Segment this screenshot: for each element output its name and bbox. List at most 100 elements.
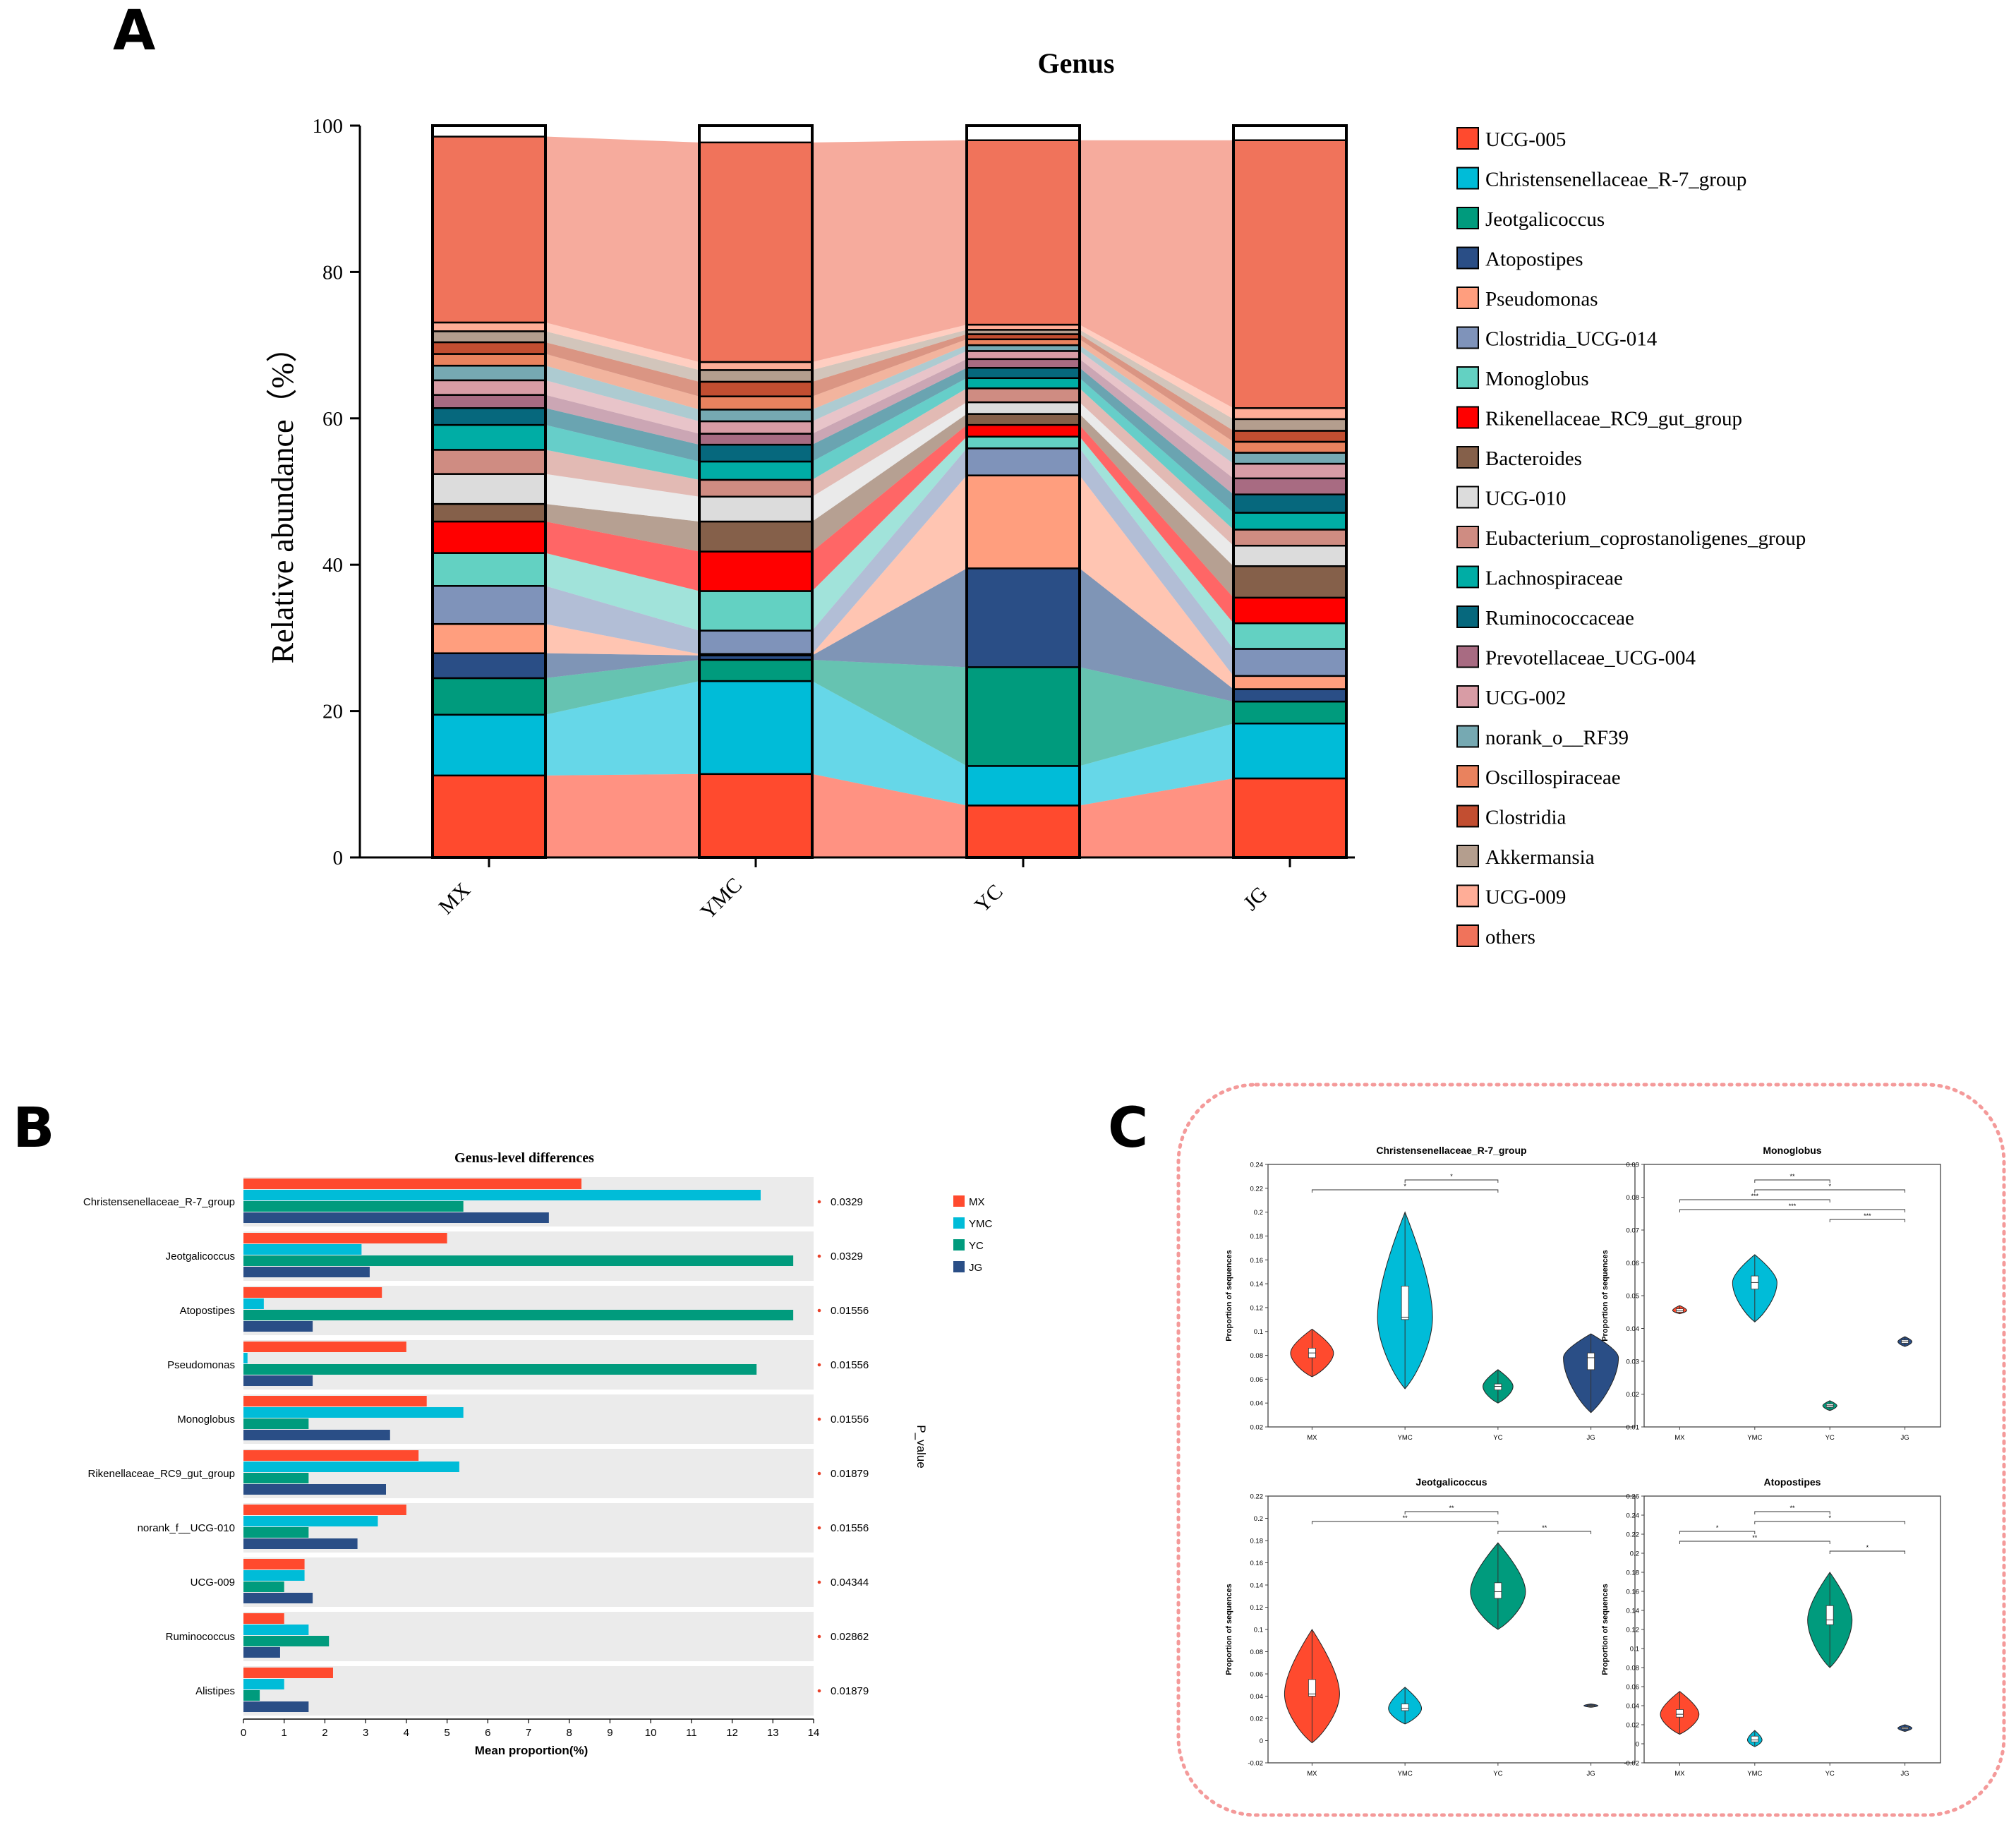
bar-yc (243, 1581, 284, 1592)
legend-label: Jeotgalicoccus (1485, 208, 1605, 231)
bar-mx (243, 1559, 305, 1569)
y-tick-label: 0.18 (1250, 1233, 1264, 1241)
y-tick-label: 80 (322, 261, 343, 284)
ribbon-others (812, 140, 967, 362)
bar-segment-ymc-ruminococcaceae (698, 443, 814, 463)
legend-label: norank_o__RF39 (1485, 727, 1629, 749)
ribbon-ucg-002 (545, 380, 699, 434)
bar-segment-yc-ucg-002 (965, 350, 1081, 361)
bar-mx (243, 1668, 333, 1678)
legend-label: JG (969, 1262, 982, 1274)
ribbon-monoglobus (812, 436, 967, 631)
x-tick-label: MX (435, 878, 476, 919)
bar-ymc (243, 1679, 284, 1689)
legend-swatch (1456, 167, 1479, 190)
legend-swatch (1456, 406, 1479, 429)
category-label: Atopostipes (180, 1305, 235, 1317)
bar-segment-ymc-monoglobus (698, 590, 814, 632)
row-background (243, 1557, 814, 1607)
bar-segment-jg-ruminococcaceae (1232, 493, 1348, 514)
bar-segment-jg-rikenellaceae-rc9-gut-group (1232, 596, 1348, 625)
bar-segment-jg-monoglobus (1232, 622, 1348, 650)
y-tick-label: 0.04 (1250, 1400, 1264, 1408)
x-tick-label: JG (1587, 1434, 1595, 1442)
bar-segment-yc-others (965, 139, 1081, 326)
y-tick-label: 0.06 (1626, 1684, 1640, 1692)
ribbon-pseudomonas (812, 475, 967, 656)
bar-mx (243, 1342, 406, 1352)
bar-segment-ymc-others (698, 141, 814, 363)
bar-segment-mx-others (431, 135, 547, 324)
ribbon-jeotgalicoccus (1080, 667, 1233, 766)
bar-segment-ymc-ucg-010 (698, 495, 814, 523)
y-tick-label: 0.2 (1630, 1550, 1639, 1558)
significance-label: * (1450, 1173, 1453, 1180)
category-label: norank_f__UCG-010 (138, 1522, 235, 1534)
bar-segment-ymc-jeotgalicoccus (698, 658, 814, 682)
legend-swatch (1456, 565, 1479, 589)
legend-label: Akkermansia (1485, 846, 1595, 869)
box (1494, 1383, 1502, 1390)
bar-segment-jg-clostridia (1232, 430, 1348, 443)
significance-label: *** (1789, 1203, 1797, 1210)
significance-bracket (1404, 1511, 1499, 1514)
x-tick-label: 1 (282, 1727, 287, 1739)
x-tick-label: 11 (686, 1727, 697, 1739)
legend-swatch (1456, 127, 1479, 150)
bar-yc (243, 1418, 309, 1429)
ribbon-ruminococcaceae (1080, 368, 1233, 513)
y-tick-label: 0.1 (1630, 1646, 1639, 1653)
category-label: Alistipes (195, 1685, 235, 1697)
x-tick-label: 10 (645, 1727, 657, 1739)
y-tick-label: 0 (1260, 1737, 1263, 1745)
y-tick-label: -0.02 (1624, 1760, 1639, 1768)
bar-ymc (243, 1625, 309, 1635)
panel-a-legend: UCG-005 Christensenellaceae_R-7_group Jeot… (1456, 127, 1806, 948)
panel-b-letter: B (13, 1097, 54, 1160)
bar-mx (243, 1613, 284, 1624)
bar-yc (243, 1364, 757, 1375)
x-tick-label: 8 (567, 1727, 572, 1739)
ribbon-rikenellaceae-rc9-gut-group (1080, 425, 1233, 624)
legend-swatch (1456, 804, 1479, 828)
bar-segment-yc-jeotgalicoccus (965, 666, 1081, 767)
bar-segment-ymc-clostridia-ucg-014 (698, 629, 814, 655)
bar-segment-ymc-akkermansia (698, 369, 814, 383)
row-background (243, 1666, 814, 1716)
plot-title: Christensenellaceae_R-7_group (1376, 1145, 1526, 1156)
box (1825, 1605, 1834, 1625)
ribbon-eubacterium-coprostanoligenes-group (812, 388, 967, 497)
legend-label: Rikenellaceae_RC9_gut_group (1485, 408, 1742, 430)
x-tick-label: 9 (607, 1727, 612, 1739)
bar-segment-jg-jeotgalicoccus (1232, 700, 1348, 725)
ribbon-atopostipes (1080, 568, 1233, 702)
box (1751, 1735, 1759, 1742)
y-tick-label: 0.02 (1250, 1424, 1264, 1432)
y-tick-label: 0.02 (1250, 1716, 1264, 1723)
bar-mx (243, 1233, 447, 1243)
significance-label: ** (1403, 1514, 1408, 1521)
legend-label: UCG-002 (1485, 687, 1566, 709)
x-tick-label: 6 (485, 1727, 490, 1739)
ribbon-ruminococcaceae (545, 408, 699, 462)
ribbon-pseudomonas (1080, 475, 1233, 689)
legend-label: UCG-010 (1485, 488, 1566, 510)
bar-segment-yc-ucg-010 (965, 401, 1081, 415)
significance-label: * (1866, 1544, 1869, 1551)
y-tick-label: 0.18 (1250, 1538, 1264, 1545)
legend-swatch (953, 1217, 965, 1229)
bar-ymc (243, 1462, 459, 1472)
significance-bracket (1754, 1511, 1830, 1514)
ribbon-akkermansia (1080, 330, 1233, 431)
ribbon-lachnospiraceae (545, 425, 699, 480)
x-tick-label: 4 (404, 1727, 409, 1739)
bar-segment-mx-rikenellaceae-rc9-gut-group (431, 520, 547, 554)
x-tick-label: YC (1825, 1770, 1835, 1778)
p-value: 0.01556 (831, 1359, 869, 1371)
panel-c-letter: C (1108, 1097, 1148, 1160)
bar-segment-ymc-prevotellaceae-ucg-004 (698, 433, 814, 446)
box (1675, 1709, 1684, 1718)
bar-segment-jg-others (1232, 139, 1348, 409)
bar-mx (243, 1450, 419, 1461)
legend-swatch (1456, 605, 1479, 628)
